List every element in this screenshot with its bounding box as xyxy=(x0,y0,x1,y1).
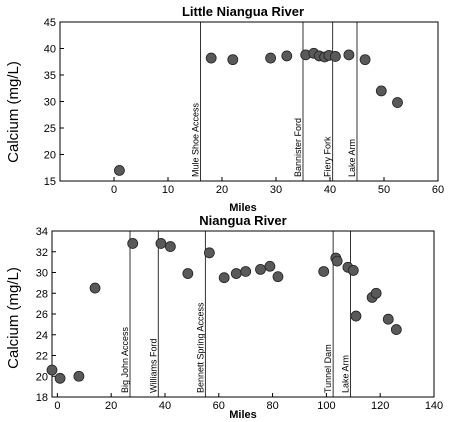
plot-frame xyxy=(51,230,435,398)
annotation-label: Big John Access xyxy=(120,326,130,393)
y-tick-label: 32 xyxy=(36,247,48,259)
y-tick-label: 20 xyxy=(44,150,56,162)
data-point xyxy=(230,268,242,279)
data-point xyxy=(255,263,266,275)
annotation-label: Lake Arm xyxy=(341,355,351,393)
data-point xyxy=(46,364,58,376)
data-point xyxy=(227,54,239,66)
x-tick-label: 30 xyxy=(270,184,282,196)
annotation-label: Tunnel Dam xyxy=(323,344,333,393)
data-point xyxy=(359,54,371,66)
y-tick-label: 45 xyxy=(44,17,56,29)
y-tick-label: 34 xyxy=(36,226,48,238)
data-point xyxy=(382,313,394,325)
x-tick-label: 40 xyxy=(324,184,336,196)
data-point xyxy=(127,238,139,249)
data-point xyxy=(155,238,167,249)
data-point xyxy=(265,52,277,64)
y-tick-label: 30 xyxy=(44,97,56,109)
y-tick-label: 15 xyxy=(44,176,56,188)
annotation-label: Williams Ford xyxy=(148,338,158,393)
y-axis-label: Calcium (mg/L) xyxy=(5,267,22,369)
x-tick-label: 60 xyxy=(213,400,225,412)
x-tick-label: 60 xyxy=(432,184,444,196)
data-point xyxy=(264,260,276,272)
chart-little-niangua: Little Niangua River Miles 0 10 20 30 40 50 60… xyxy=(44,4,444,214)
data-point xyxy=(272,271,284,283)
y-tick-label: 40 xyxy=(44,44,56,56)
x-tick-label: 20 xyxy=(216,184,228,196)
data-point xyxy=(392,97,403,108)
y-tick-label: 28 xyxy=(36,288,48,300)
annotation-label: Bennett Spring Access xyxy=(195,302,205,393)
data-point xyxy=(218,272,230,284)
data-point xyxy=(375,85,387,97)
x-tick-label: 50 xyxy=(378,184,390,196)
data-point xyxy=(205,52,217,64)
data-point xyxy=(331,255,343,267)
data-point xyxy=(114,164,125,176)
data-point xyxy=(370,287,382,299)
annotation-label: Mule Shoe Access xyxy=(190,102,200,177)
data-point xyxy=(347,265,359,276)
data-point xyxy=(350,310,362,322)
y-tick-label: 30 xyxy=(36,268,48,280)
y-axis-label: Calcium (mg/L) xyxy=(5,61,22,163)
x-tick-label: 120 xyxy=(371,400,389,412)
data-point xyxy=(281,50,293,62)
x-tick-label: 140 xyxy=(425,400,443,412)
y-tick-label: 22 xyxy=(36,351,48,363)
y-tick-label: 20 xyxy=(36,371,48,383)
x-tick-label: 0 xyxy=(54,400,60,412)
y-tick-label: 18 xyxy=(36,392,48,404)
data-point xyxy=(203,247,215,259)
x-tick-label: 100 xyxy=(317,400,335,412)
chart-title: Niangua River xyxy=(199,213,286,228)
x-tick-label: 80 xyxy=(266,400,278,412)
data-point xyxy=(390,324,402,335)
chart-niangua: Niangua River Miles 0 20 40 60 80 100 120 140 18… xyxy=(36,213,443,421)
plot-area: 0 20 40 60 80 100 120 140 18 20 22 24 26 28 30 32 34 Big … xyxy=(36,226,443,412)
annotation-label: Lake Arm xyxy=(347,139,357,177)
chart-title: Little Niangua River xyxy=(182,4,304,19)
x-axis-label: Miles xyxy=(229,409,257,421)
x-tick-label: 0 xyxy=(111,184,117,196)
x-tick-label: 10 xyxy=(162,184,174,196)
y-tick-label: 26 xyxy=(36,309,48,321)
data-point xyxy=(164,241,176,252)
data-point xyxy=(182,268,194,279)
data-point xyxy=(240,266,252,277)
annotation-label: Bannister Ford xyxy=(293,118,303,177)
plot-area: 0 10 20 30 40 50 60 15 20 25 30 35 40 45 Mule Shoe Acc… xyxy=(44,17,444,196)
data-point xyxy=(343,49,355,61)
x-axis-label: Miles xyxy=(229,202,257,214)
data-point xyxy=(89,282,101,294)
data-point xyxy=(54,372,66,384)
annotation-label: Fiery Fork xyxy=(323,136,333,177)
plot-frame xyxy=(59,21,439,182)
data-point xyxy=(329,51,341,62)
x-tick-label: 40 xyxy=(159,400,171,412)
y-tick-label: 25 xyxy=(44,123,56,135)
y-tick-label: 35 xyxy=(44,70,56,82)
data-point xyxy=(318,266,330,277)
data-point xyxy=(73,370,85,382)
x-tick-label: 20 xyxy=(105,400,117,412)
y-tick-label: 24 xyxy=(36,330,48,342)
